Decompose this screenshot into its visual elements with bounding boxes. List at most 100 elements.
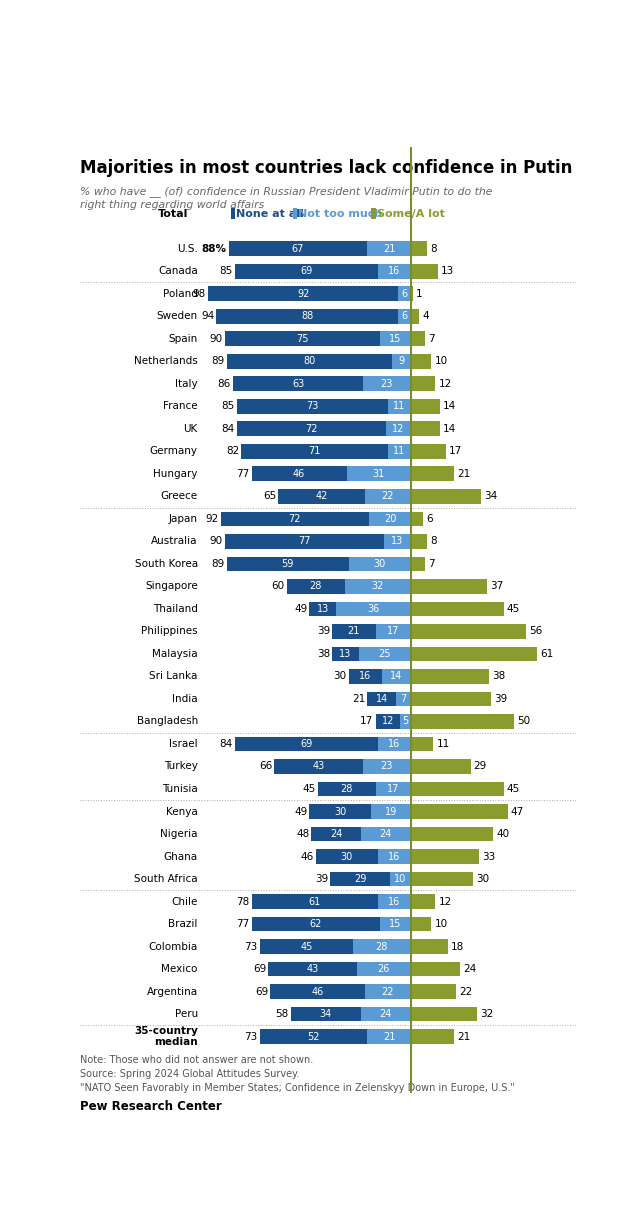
Bar xyxy=(369,512,411,526)
Bar xyxy=(378,894,411,909)
Text: 40: 40 xyxy=(497,829,509,839)
Text: 65: 65 xyxy=(263,491,276,501)
Bar xyxy=(411,421,440,436)
Bar xyxy=(208,286,398,301)
Text: Spain: Spain xyxy=(168,334,198,344)
Text: 43: 43 xyxy=(307,964,319,974)
Bar xyxy=(376,624,411,639)
Text: 34: 34 xyxy=(320,1009,332,1019)
Text: 18: 18 xyxy=(451,942,464,952)
Bar xyxy=(268,962,357,976)
Text: % who have __ (of) confidence in Russian President Vladimir Putin to do the
righ: % who have __ (of) confidence in Russian… xyxy=(80,185,493,210)
Text: 19: 19 xyxy=(385,807,397,817)
Text: Malaysia: Malaysia xyxy=(152,648,198,659)
Text: Note: Those who did not answer are not shown.
Source: Spring 2024 Global Attitud: Note: Those who did not answer are not s… xyxy=(80,1055,515,1093)
Text: 20: 20 xyxy=(384,513,396,524)
Bar xyxy=(332,647,359,661)
Text: 45: 45 xyxy=(507,604,520,614)
Text: 28: 28 xyxy=(376,942,388,952)
Text: 34: 34 xyxy=(484,491,497,501)
Text: Japan: Japan xyxy=(169,513,198,524)
Text: 8: 8 xyxy=(430,537,437,546)
Text: 60: 60 xyxy=(271,581,285,592)
Text: Chile: Chile xyxy=(172,896,198,906)
Text: 94: 94 xyxy=(201,311,214,322)
Text: 13: 13 xyxy=(391,537,403,546)
Bar xyxy=(312,826,361,841)
Bar xyxy=(411,1007,477,1022)
Text: 21: 21 xyxy=(352,694,365,704)
Text: Kenya: Kenya xyxy=(166,807,198,817)
Bar xyxy=(225,332,380,346)
Text: 80: 80 xyxy=(303,356,316,366)
Text: 1: 1 xyxy=(416,289,422,298)
Text: 14: 14 xyxy=(443,402,456,411)
Text: Sweden: Sweden xyxy=(157,311,198,322)
Bar xyxy=(386,421,411,436)
Text: 16: 16 xyxy=(388,896,400,906)
Text: Philippines: Philippines xyxy=(141,626,198,636)
Bar xyxy=(260,1029,367,1044)
Text: 15: 15 xyxy=(389,919,401,930)
Text: 84: 84 xyxy=(221,424,235,433)
Text: 31: 31 xyxy=(372,469,385,479)
Bar xyxy=(330,872,390,887)
Text: Argentina: Argentina xyxy=(147,986,198,997)
Text: 45: 45 xyxy=(507,783,520,795)
Bar xyxy=(275,759,363,774)
Bar xyxy=(411,489,481,503)
Bar xyxy=(411,804,508,819)
Text: 14: 14 xyxy=(376,694,388,704)
Text: 30: 30 xyxy=(340,851,353,862)
Text: U.S.: U.S. xyxy=(177,243,198,254)
Text: Germany: Germany xyxy=(150,446,198,457)
Text: 11: 11 xyxy=(436,739,450,749)
Text: 17: 17 xyxy=(387,783,399,795)
Text: 85: 85 xyxy=(221,402,235,411)
Bar xyxy=(411,782,504,796)
Bar xyxy=(357,962,411,976)
Text: 77: 77 xyxy=(298,537,310,546)
Text: 6: 6 xyxy=(401,289,408,298)
Text: 16: 16 xyxy=(388,851,400,862)
Text: 56: 56 xyxy=(529,626,543,636)
Text: 89: 89 xyxy=(211,559,225,569)
Text: Colombia: Colombia xyxy=(148,942,198,952)
Text: 69: 69 xyxy=(255,986,268,997)
Text: 39: 39 xyxy=(315,874,328,884)
Bar xyxy=(388,399,411,414)
Text: 28: 28 xyxy=(309,581,322,592)
Bar xyxy=(378,737,411,752)
Text: 38: 38 xyxy=(317,648,330,659)
Bar xyxy=(225,534,384,549)
Text: 73: 73 xyxy=(307,402,319,411)
Bar xyxy=(371,208,376,220)
Bar xyxy=(344,580,411,593)
Text: 17: 17 xyxy=(449,446,462,457)
Bar xyxy=(411,332,425,346)
Text: 92: 92 xyxy=(205,513,218,524)
Text: 9: 9 xyxy=(398,356,404,366)
Text: 30: 30 xyxy=(333,672,347,682)
Bar xyxy=(390,872,411,887)
Text: 22: 22 xyxy=(460,986,472,997)
Bar xyxy=(367,242,411,255)
Text: 46: 46 xyxy=(300,851,314,862)
Text: 21: 21 xyxy=(383,1032,395,1041)
Bar xyxy=(365,985,411,998)
Bar xyxy=(411,624,526,639)
Bar xyxy=(293,208,297,220)
Bar xyxy=(378,850,411,863)
Bar xyxy=(411,286,413,301)
Text: 13: 13 xyxy=(440,266,454,276)
Text: 36: 36 xyxy=(367,604,380,614)
Text: Poland: Poland xyxy=(163,289,198,298)
Bar xyxy=(411,580,487,593)
Text: 69: 69 xyxy=(300,266,312,276)
Text: 30: 30 xyxy=(334,807,346,817)
Text: Pew Research Center: Pew Research Center xyxy=(80,1100,221,1113)
Bar xyxy=(411,872,473,887)
Text: 90: 90 xyxy=(209,537,223,546)
Bar xyxy=(401,715,411,728)
Text: Peru: Peru xyxy=(175,1009,198,1019)
